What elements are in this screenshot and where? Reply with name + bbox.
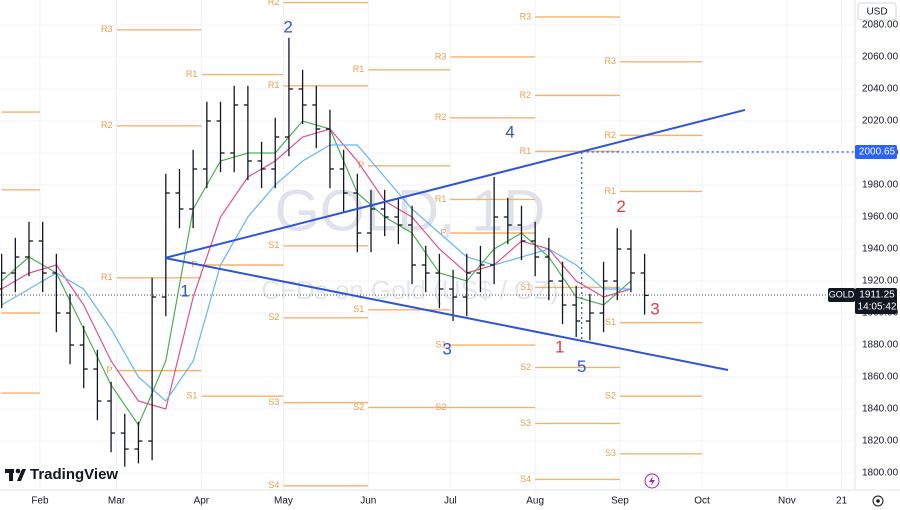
pivot-label: S1 xyxy=(435,339,446,349)
pivot-label: R1 xyxy=(268,80,280,90)
pivot-label: S2 xyxy=(268,312,279,322)
pivot-label: S2 xyxy=(605,391,616,401)
event-icon[interactable] xyxy=(644,473,660,489)
time-label: 14:05:42 xyxy=(858,302,897,313)
pivot-label: R1 xyxy=(604,186,616,196)
trendline xyxy=(164,256,729,371)
pivot-label: S3 xyxy=(605,448,616,458)
trendline xyxy=(164,108,746,259)
event-icon-bolt xyxy=(649,476,655,486)
y-tick-label: 2060.00 xyxy=(862,52,899,63)
x-tick-label: Oct xyxy=(694,496,710,507)
currency: USD xyxy=(866,7,887,18)
y-tick-label: 1800.00 xyxy=(862,468,899,479)
watermark-subtitle: CFDs on Gold (US$ / OZ) xyxy=(261,275,559,305)
y-tick-label: 1960.00 xyxy=(862,212,899,223)
pivot-label: R2 xyxy=(435,112,447,122)
price-label: 1911.25 xyxy=(859,290,895,301)
y-tick-label: 1980.00 xyxy=(862,180,899,191)
pivot-label: R3 xyxy=(435,51,447,61)
x-tick-label: Feb xyxy=(31,496,49,507)
y-tick-label: 1880.00 xyxy=(862,340,899,351)
wave-label: 2 xyxy=(616,197,625,216)
settings-icon-center xyxy=(876,499,880,503)
x-tick-label: Sep xyxy=(611,496,629,507)
pivot-label: P xyxy=(358,160,364,170)
pivot-label: S3 xyxy=(520,418,531,428)
currency-box[interactable] xyxy=(857,2,897,21)
pivot-label: S4 xyxy=(520,474,531,484)
moving-average xyxy=(1,144,631,402)
wave-label: 4 xyxy=(505,122,514,141)
y-tick-label: 1920.00 xyxy=(862,276,899,287)
wave-label: 2 xyxy=(283,18,292,37)
y-tick-label: 1820.00 xyxy=(862,436,899,447)
wave-label: 3 xyxy=(442,339,451,358)
brand-logo xyxy=(5,468,26,481)
y-tick-label: 2020.00 xyxy=(862,116,899,127)
pivot-label: R1 xyxy=(435,194,447,204)
pivot-label: S1 xyxy=(353,304,364,314)
pivot-label: S2 xyxy=(435,402,446,412)
level-box xyxy=(855,144,897,159)
pivot-label: S2 xyxy=(520,362,531,372)
level-label: 2000.65 xyxy=(859,147,896,158)
pivot-label: R1 xyxy=(101,272,113,282)
x-tick-label: Jun xyxy=(360,496,376,507)
y-tick-label: 2080.00 xyxy=(862,20,899,31)
y-tick-label: 1860.00 xyxy=(862,372,899,383)
pivot-label: S1 xyxy=(186,391,197,401)
price-box xyxy=(855,288,897,315)
x-tick-label: Mar xyxy=(108,496,126,507)
x-tick-label: Aug xyxy=(526,496,544,507)
pivot-label: S2 xyxy=(353,402,364,412)
pivot-label: R2 xyxy=(604,130,616,140)
pivot-label: R1 xyxy=(186,69,198,79)
y-tick-label: 1940.00 xyxy=(862,244,899,255)
pivot-label: S1 xyxy=(268,240,279,250)
symbol-label: GOLD xyxy=(829,289,855,299)
wave-label: 1 xyxy=(180,282,189,301)
pivot-label: P xyxy=(440,227,446,237)
y-tick-label: 1840.00 xyxy=(862,404,899,415)
pivot-label: R3 xyxy=(520,11,532,21)
pivot-label: R2 xyxy=(268,0,280,7)
pivot-label: R3 xyxy=(101,24,113,34)
settings-icon[interactable] xyxy=(872,495,884,507)
wave-label: 1 xyxy=(555,338,564,357)
pivot-label: R1 xyxy=(520,146,532,156)
pivot-label: S1 xyxy=(605,317,616,327)
pivot-label: R1 xyxy=(353,64,365,74)
pivot-label: R3 xyxy=(604,56,616,66)
brand: TradingView xyxy=(30,466,118,483)
x-tick-label: Jul xyxy=(444,496,457,507)
pivot-label: S1 xyxy=(520,282,531,292)
y-tick-label: 2040.00 xyxy=(862,84,899,95)
wave-label: 5 xyxy=(577,357,586,376)
pivot-label: R2 xyxy=(520,90,532,100)
pivot-label: S4 xyxy=(268,480,279,490)
pivot-label: S3 xyxy=(268,397,279,407)
x-tick-label: May xyxy=(274,496,293,507)
x-tick-label: 21 xyxy=(836,496,848,507)
x-tick-label: Apr xyxy=(194,496,210,507)
symbol-box xyxy=(828,288,855,303)
pivot-label: P xyxy=(107,365,113,375)
wave-label: 3 xyxy=(650,299,659,318)
x-tick-label: Nov xyxy=(778,496,796,507)
pivot-label: R2 xyxy=(101,120,113,130)
